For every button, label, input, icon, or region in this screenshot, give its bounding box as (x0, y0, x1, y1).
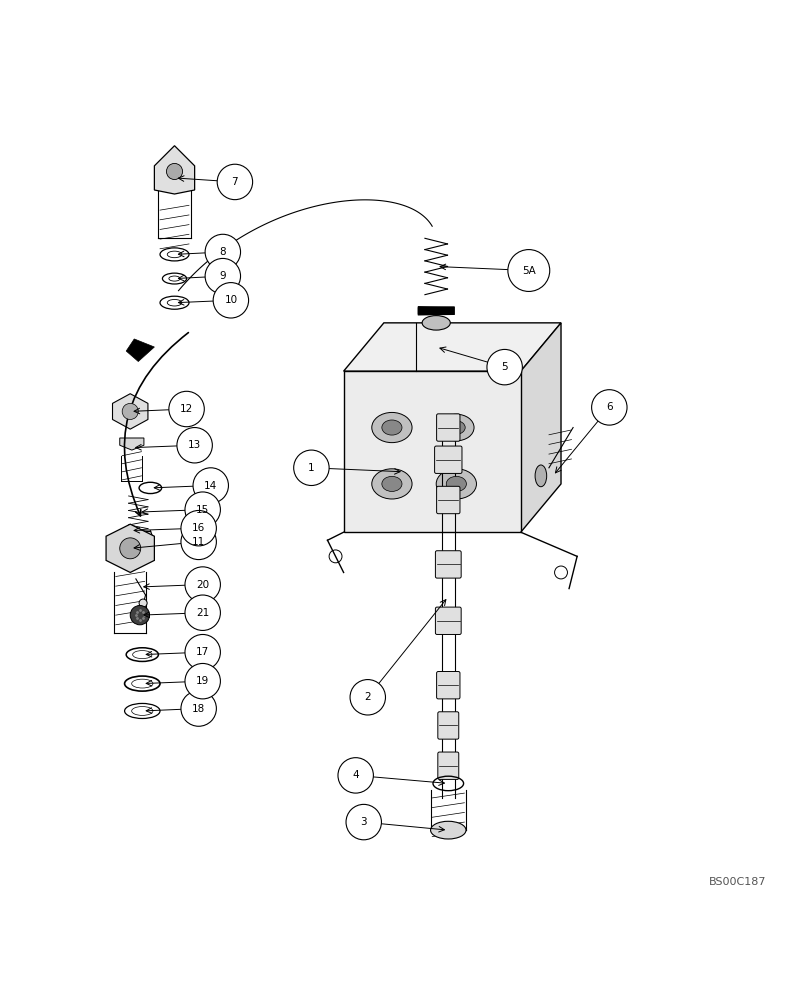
FancyBboxPatch shape (438, 712, 459, 739)
Text: 1: 1 (308, 463, 314, 473)
Text: 9: 9 (220, 271, 226, 281)
Text: 15: 15 (196, 505, 209, 515)
Circle shape (181, 510, 217, 546)
Ellipse shape (535, 465, 547, 487)
Polygon shape (521, 323, 561, 532)
Text: 16: 16 (192, 523, 205, 533)
Circle shape (217, 164, 253, 200)
Text: 12: 12 (180, 404, 193, 414)
Ellipse shape (446, 476, 466, 491)
Ellipse shape (382, 476, 402, 491)
Circle shape (120, 538, 141, 559)
Ellipse shape (431, 821, 466, 839)
Circle shape (166, 163, 183, 180)
Polygon shape (343, 323, 561, 371)
Circle shape (508, 250, 549, 291)
Circle shape (185, 634, 221, 670)
Text: 5: 5 (501, 362, 508, 372)
Circle shape (350, 680, 385, 715)
Circle shape (185, 663, 221, 699)
Text: 13: 13 (188, 440, 201, 450)
Polygon shape (112, 394, 148, 429)
Text: 2: 2 (364, 692, 371, 702)
Circle shape (181, 524, 217, 560)
Text: 11: 11 (192, 537, 205, 547)
FancyBboxPatch shape (435, 446, 462, 473)
Circle shape (185, 492, 221, 527)
Text: 19: 19 (196, 676, 209, 686)
Circle shape (139, 599, 147, 607)
Circle shape (205, 258, 241, 294)
Polygon shape (343, 371, 521, 532)
Polygon shape (120, 438, 144, 450)
Ellipse shape (439, 414, 474, 441)
Text: 20: 20 (196, 580, 209, 590)
Ellipse shape (436, 469, 477, 499)
FancyBboxPatch shape (436, 414, 460, 441)
FancyBboxPatch shape (436, 551, 461, 578)
Circle shape (338, 758, 373, 793)
FancyBboxPatch shape (436, 672, 460, 699)
Polygon shape (126, 339, 154, 362)
Circle shape (591, 390, 627, 425)
Circle shape (193, 468, 229, 503)
Text: 17: 17 (196, 647, 209, 657)
FancyBboxPatch shape (436, 607, 461, 634)
Circle shape (130, 605, 149, 625)
Circle shape (213, 283, 249, 318)
Circle shape (122, 403, 138, 419)
Text: BS00C187: BS00C187 (709, 877, 766, 887)
Text: 3: 3 (360, 817, 367, 827)
FancyBboxPatch shape (438, 752, 459, 779)
Ellipse shape (382, 420, 402, 435)
Circle shape (185, 567, 221, 602)
Circle shape (293, 450, 329, 486)
FancyBboxPatch shape (436, 486, 460, 514)
Text: 4: 4 (352, 770, 359, 780)
Circle shape (181, 691, 217, 726)
Circle shape (185, 595, 221, 630)
Ellipse shape (448, 421, 465, 434)
Ellipse shape (372, 412, 412, 443)
Circle shape (346, 804, 381, 840)
Polygon shape (154, 146, 195, 194)
Text: 7: 7 (232, 177, 238, 187)
Ellipse shape (372, 469, 412, 499)
Text: 14: 14 (204, 481, 217, 491)
Text: 18: 18 (192, 704, 205, 714)
Circle shape (487, 349, 522, 385)
Text: 6: 6 (606, 402, 612, 412)
Text: 8: 8 (220, 247, 226, 257)
Circle shape (177, 428, 213, 463)
Text: 21: 21 (196, 608, 209, 618)
Polygon shape (106, 524, 154, 572)
Ellipse shape (422, 316, 450, 330)
Text: 10: 10 (225, 295, 238, 305)
Circle shape (169, 391, 204, 427)
Text: 5A: 5A (522, 266, 536, 276)
Circle shape (205, 234, 241, 270)
